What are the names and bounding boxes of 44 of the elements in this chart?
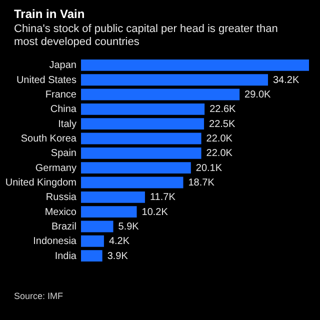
data-label: 20.1K <box>196 162 222 174</box>
y-tick-label: Russia <box>46 192 77 204</box>
y-tick-label: Spain <box>50 148 76 160</box>
data-label: 34.2K <box>272 74 300 86</box>
bar <box>81 176 184 188</box>
data-label: 29.0K <box>244 90 272 101</box>
data-label: 4.2K <box>108 236 130 248</box>
data-label: 22.0K <box>206 134 233 145</box>
bar <box>81 103 205 115</box>
bar <box>81 162 191 174</box>
y-tick-label: United States <box>16 74 76 86</box>
data-label: 3.9K <box>107 250 128 262</box>
chart-title: Train in Vain <box>14 7 85 21</box>
y-tick-label: Mexico <box>44 206 77 218</box>
y-tick-label: South Korea <box>20 134 77 145</box>
bar <box>81 147 202 159</box>
y-tick-label: France <box>45 90 77 101</box>
y-tick-label: Brazil <box>51 221 76 232</box>
data-label: 22.5K <box>209 118 236 130</box>
bar <box>81 88 240 100</box>
data-label: 11.7K <box>150 192 176 204</box>
chart-subtitle: China's stock of public capital per head is greater than most developed countries <box>14 23 278 48</box>
data-label: 18.7K <box>188 177 215 188</box>
source-note: Source: IMF <box>14 291 64 301</box>
y-tick-label: Indonesia <box>33 236 77 248</box>
bar <box>81 118 204 130</box>
bar <box>81 191 145 203</box>
bar <box>81 132 202 144</box>
y-tick-label: India <box>54 250 77 262</box>
bar <box>81 220 114 232</box>
data-label: 10.2K <box>142 206 168 218</box>
bar <box>81 206 137 218</box>
data-label: 22.0K <box>206 148 233 160</box>
data-label: 22.6K <box>210 104 236 116</box>
y-tick-label: Italy <box>58 118 76 130</box>
y-tick-label: China <box>50 104 77 116</box>
data-label: 5.9K <box>118 221 140 232</box>
y-tick-label: Japan <box>49 60 76 72</box>
bar <box>81 59 309 71</box>
y-tick-label: United Kingdom <box>5 177 76 188</box>
bar <box>81 250 102 262</box>
y-tick-label: Germany <box>35 162 76 174</box>
bar <box>81 74 268 86</box>
bar <box>81 235 104 247</box>
